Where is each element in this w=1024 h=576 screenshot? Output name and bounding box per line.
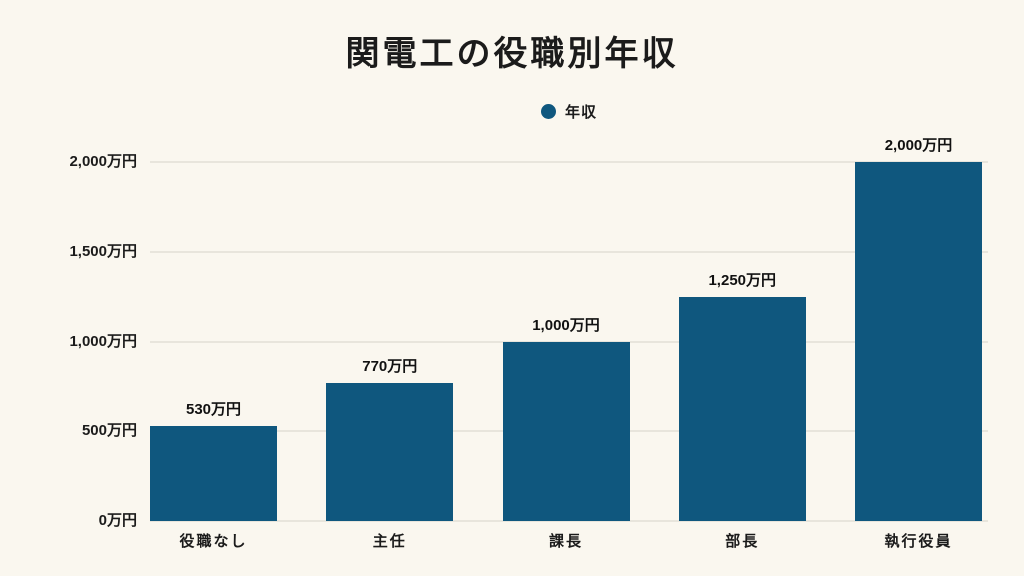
bar — [150, 425, 277, 521]
y-tick-label: 500万円 — [81, 422, 137, 440]
x-axis-label: 執行役員 — [884, 533, 953, 550]
bar — [326, 382, 454, 521]
bar-value-label: 1,250万円 — [708, 271, 777, 289]
bar — [502, 341, 630, 521]
x-axis-label: 役職なし — [179, 533, 248, 550]
bar — [678, 296, 806, 521]
y-tick-label: 2,000万円 — [69, 153, 137, 170]
bar-column: 530万円役職なし — [150, 162, 277, 550]
bar-column: 2,000万円 執行役員 — [855, 137, 982, 550]
x-axis-label: 課長 — [548, 533, 583, 550]
gridline — [150, 161, 988, 163]
bars: 530万円役職なし 770万円主任 1,000万円 課長 1,250万円 部長 2,000万… — [150, 137, 982, 550]
bar-value-label: 1,000万円 — [532, 316, 600, 334]
gridline — [150, 520, 988, 522]
legend: 年収 — [150, 101, 988, 122]
bar-value-label: 530万円 — [185, 400, 242, 418]
gridline — [150, 250, 988, 253]
bar-value-label: 770万円 — [362, 357, 418, 375]
y-tick-label: 1,000万円 — [69, 332, 137, 350]
x-axis-label: 主任 — [372, 533, 407, 550]
bar-column: 1,250万円 部長 — [678, 162, 806, 550]
y-tick-label: 0万円 — [98, 512, 137, 529]
bar-column: 770万円主任 — [326, 162, 454, 550]
bar-value-label: 2,000万円 — [884, 137, 953, 154]
chart-title: 関電工の役職別年収 — [345, 35, 679, 73]
legend-marker-icon — [540, 104, 556, 119]
x-axis-label: 部長 — [725, 533, 760, 550]
y-tick-label: 1,500万円 — [69, 242, 137, 260]
y-axis: 0万円 500万円 1,000万円 1,500万円 2,000万円 — [0, 153, 137, 529]
plot-area: 530万円役職なし 770万円主任 1,000万円 課長 1,250万円 部長 2,000万… — [150, 137, 988, 550]
legend-label: 年収 — [564, 104, 597, 121]
bar — [855, 162, 982, 521]
bar-column: 1,000万円 課長 — [502, 162, 630, 550]
